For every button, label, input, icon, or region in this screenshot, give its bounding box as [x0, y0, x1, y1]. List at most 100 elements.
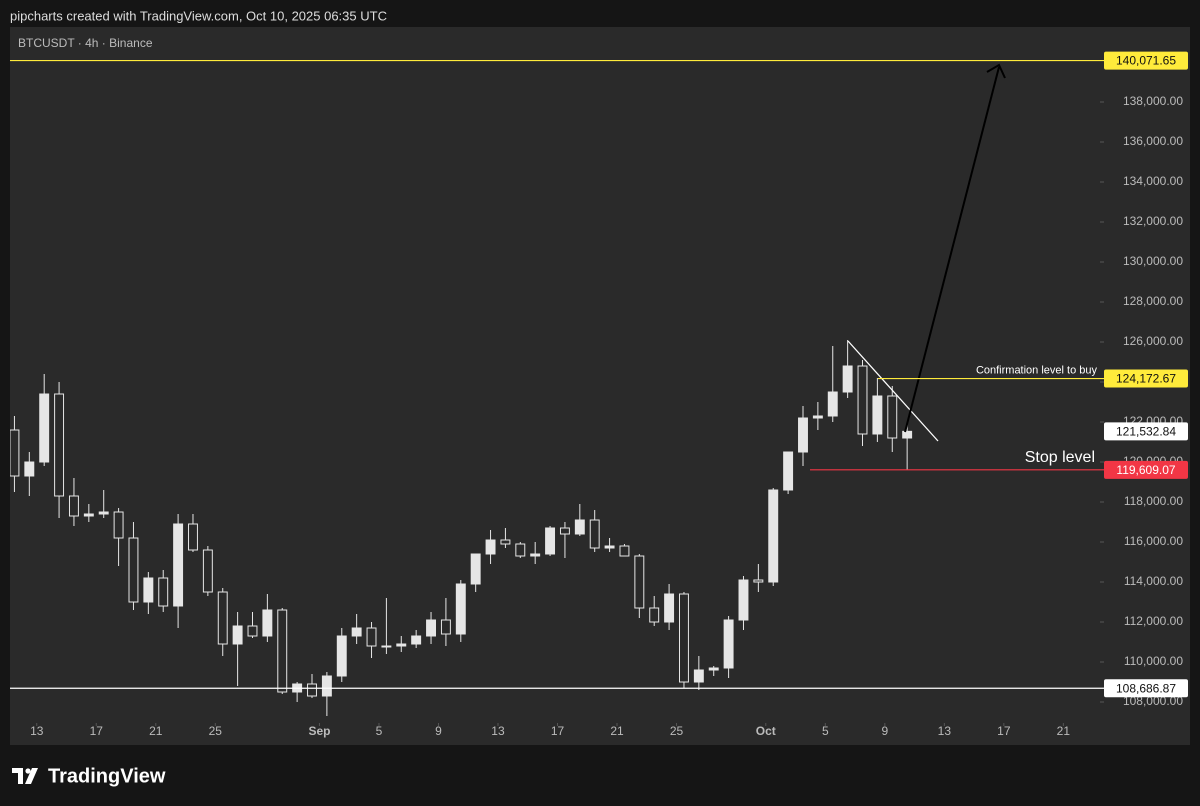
- candle-body: [440, 619, 451, 635]
- candle-body: [470, 553, 481, 585]
- candle-body: [693, 669, 704, 683]
- candle-body: [202, 549, 213, 593]
- candle-body: [530, 553, 541, 557]
- candle-body: [783, 451, 794, 491]
- candle-body: [321, 675, 332, 697]
- candle-body: [307, 683, 317, 697]
- candle-body: [842, 365, 853, 393]
- candle-body: [634, 555, 645, 609]
- price-label: 124,172.67: [1116, 372, 1176, 386]
- candle-body: [679, 593, 689, 683]
- target-arrow: [904, 66, 1000, 433]
- price-label-box: [1104, 369, 1188, 388]
- candle-body: [812, 415, 823, 419]
- level-note: Confirmation level to buy: [976, 364, 1098, 376]
- candle-body: [574, 519, 585, 535]
- y-tick-label: 134,000.00: [1123, 174, 1183, 188]
- x-tick-label: 17: [90, 724, 104, 738]
- symbol: BTCUSDT · 4h · Binance: [18, 36, 153, 50]
- candle-body: [768, 489, 779, 583]
- price-label-box: [1104, 51, 1188, 70]
- candle-body: [262, 609, 273, 637]
- candle-body: [277, 609, 288, 693]
- candle-body: [351, 627, 362, 637]
- candle-body: [247, 625, 258, 637]
- x-tick-label: Oct: [756, 724, 776, 738]
- candle-body: [604, 545, 615, 549]
- credit: pipcharts created with TradingView.com, …: [10, 8, 387, 23]
- price-label-box: [1104, 460, 1188, 479]
- price-label: 108,686.87: [1116, 681, 1176, 695]
- x-tick-label: 13: [938, 724, 952, 738]
- candle-body: [455, 583, 466, 635]
- candle-body: [649, 607, 660, 623]
- candle-body: [485, 539, 496, 555]
- y-tick-label: 138,000.00: [1123, 94, 1183, 108]
- x-tick-label: 17: [997, 724, 1011, 738]
- x-tick-label: 13: [30, 724, 44, 738]
- y-tick-label: 112,000.00: [1124, 614, 1183, 628]
- plot-layer: [10, 340, 913, 716]
- candle-body: [188, 523, 198, 551]
- candle-body: [798, 417, 808, 453]
- y-tick-label: 114,000.00: [1124, 574, 1183, 588]
- x-tick-label: 13: [491, 724, 505, 738]
- x-tick-label: 9: [881, 724, 888, 738]
- candle-body: [39, 393, 50, 463]
- candle-body: [887, 395, 898, 439]
- candle-body: [545, 527, 556, 555]
- level-note: Stop level: [1025, 449, 1095, 466]
- x-tick-label: 9: [435, 724, 442, 738]
- candle-body: [381, 645, 392, 648]
- price-label: 121,532.84: [1116, 425, 1176, 439]
- candle-body: [113, 511, 124, 539]
- y-tick-label: 128,000.00: [1123, 294, 1183, 308]
- x-tick-label: 21: [149, 724, 163, 738]
- y-tick-label: 136,000.00: [1123, 134, 1183, 148]
- y-tick-label: 126,000.00: [1123, 334, 1183, 348]
- candle-body: [827, 391, 838, 417]
- y-tick-label: 108,000.00: [1123, 694, 1183, 708]
- candle-body: [217, 591, 228, 645]
- candle-body: [872, 395, 883, 435]
- y-tick-label: 118,000.00: [1124, 494, 1183, 508]
- price-label-box: [1104, 679, 1188, 698]
- x-tick-label: 21: [610, 724, 624, 738]
- candle-body: [411, 635, 422, 645]
- candle-body: [708, 667, 719, 671]
- plot-area: [10, 27, 1190, 745]
- y-tick-label: 132,000.00: [1123, 214, 1183, 228]
- candle-body: [738, 579, 749, 621]
- candle-body: [857, 365, 868, 435]
- x-tick-label: 5: [376, 724, 383, 738]
- candle-body: [10, 429, 20, 477]
- candle-body: [396, 643, 407, 647]
- candle-body: [232, 625, 243, 645]
- candle-body: [366, 627, 377, 647]
- candle-body: [753, 579, 764, 583]
- logo-dot: [25, 768, 31, 774]
- candle-body: [54, 393, 65, 497]
- candle-body: [68, 495, 79, 517]
- x-tick-label: 5: [822, 724, 829, 738]
- logo: TradingView: [12, 765, 166, 787]
- candle-body: [143, 577, 154, 603]
- candle-body: [426, 619, 436, 637]
- brand: TradingView: [48, 765, 166, 787]
- candle-body: [98, 511, 109, 515]
- candle-body: [128, 537, 139, 603]
- logo-mark: [12, 768, 23, 784]
- candle-body: [158, 577, 169, 607]
- logo-slash: [25, 768, 38, 784]
- candle-body: [902, 430, 913, 439]
- x-tick-label: 17: [551, 724, 565, 738]
- trend-line: [847, 340, 939, 442]
- x-tick-label: 25: [670, 724, 684, 738]
- candle-body: [664, 593, 675, 623]
- y-tick-label: 116,000.00: [1124, 534, 1183, 548]
- candle-body: [559, 527, 570, 535]
- candle-body: [24, 461, 35, 477]
- x-tick-label: Sep: [308, 724, 330, 738]
